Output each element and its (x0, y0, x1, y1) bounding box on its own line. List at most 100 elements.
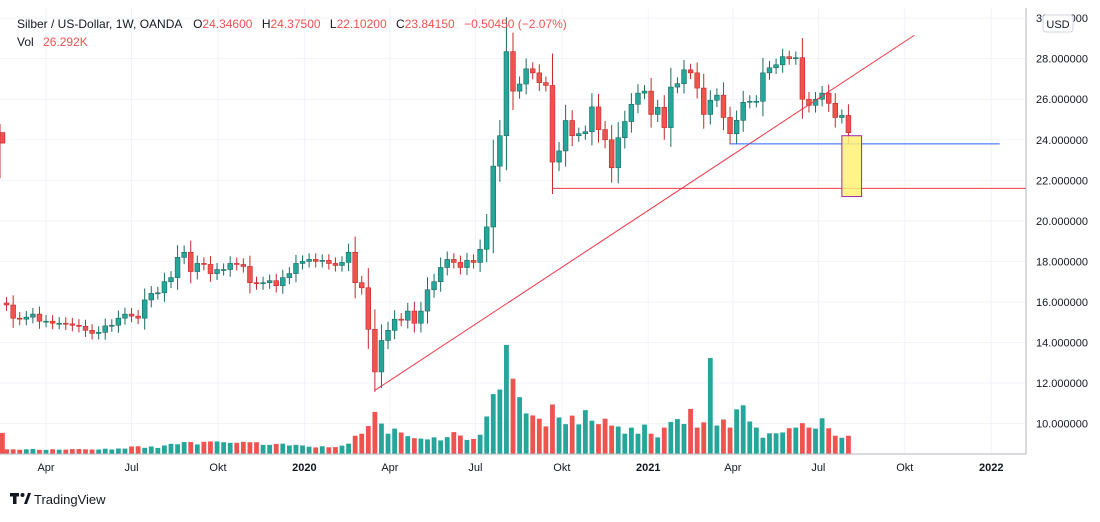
candle-body (589, 106, 595, 132)
candle-body (747, 100, 753, 103)
candle-body (30, 313, 36, 318)
price-axis-label: 24.000000 (1036, 135, 1088, 147)
candle-body (253, 282, 260, 285)
candle-body (766, 67, 773, 74)
time-axis-label: Apr (37, 462, 54, 474)
volume-bar (89, 449, 95, 454)
volume-bar (799, 423, 805, 454)
time-axis[interactable]: Apr Jul Okt 2020 Apr Jul Okt 2021 Apr Jul Okt 2022 (37, 462, 1003, 474)
volume-bar (405, 436, 411, 454)
candle-body (49, 320, 56, 324)
tradingview-logo-icon (10, 493, 31, 504)
volume-bar (780, 432, 786, 454)
volume-bar (740, 405, 746, 454)
candle-body (825, 92, 832, 104)
time-axis-label: Apr (724, 462, 741, 474)
volume-bar (148, 446, 154, 454)
volume-bar (497, 389, 503, 454)
candle-body (503, 51, 510, 137)
trendline (374, 34, 915, 391)
candle-body (201, 263, 207, 265)
candles (0, 17, 852, 392)
volume-bar (648, 433, 654, 454)
volume-bar (806, 427, 812, 454)
time-axis-label: Okt (209, 462, 226, 474)
candle-body (687, 69, 694, 74)
candle-body (345, 251, 352, 263)
volume-bar (425, 439, 430, 454)
highlight-box (841, 135, 863, 198)
drawings[interactable] (0, 34, 1026, 391)
grid-lines (0, 8, 1026, 454)
candle-body (326, 260, 332, 264)
volume-bar (17, 449, 23, 454)
volume-bar (247, 442, 253, 454)
volume-bar (333, 447, 338, 454)
candle-body (760, 72, 766, 102)
volume-bar (260, 444, 266, 454)
volume-bar (694, 427, 700, 454)
time-axis-label: Jul (468, 462, 482, 474)
candle-body (437, 267, 444, 282)
time-axis-label: Jul (811, 462, 825, 474)
candle-body (378, 340, 385, 373)
volume-bar (56, 449, 62, 454)
volume-bar (129, 446, 134, 454)
candle-body (622, 121, 628, 139)
volume-bar (813, 428, 818, 454)
open-label: O (193, 17, 202, 31)
volume-bar (326, 447, 332, 454)
change-value: −0.50450 (−2.07%) (464, 17, 567, 31)
price-axis[interactable]: 30.00000028.00000026.00000024.00000022.0… (1036, 13, 1088, 430)
candle-body (641, 90, 648, 94)
volume-bar (550, 404, 555, 454)
candle-body (293, 263, 299, 274)
volume-bar (359, 433, 365, 454)
volume-bar (175, 444, 180, 454)
candle-body (135, 315, 141, 319)
candle-body (727, 117, 733, 134)
candle-body (82, 325, 89, 331)
currency-badge[interactable]: USD (1042, 14, 1074, 33)
candle-body (220, 269, 227, 271)
candle-body (569, 120, 575, 137)
volume-bar (701, 422, 707, 454)
volume-bar (234, 442, 240, 454)
time-axis-label: Jul (125, 462, 139, 474)
volume-bar (832, 435, 838, 454)
candle-body (839, 115, 845, 118)
volume-bar (313, 447, 319, 454)
candle-body (549, 85, 556, 163)
candle-body (299, 261, 306, 264)
volume-bar (490, 394, 496, 454)
volume-bar (346, 443, 351, 454)
candle-body (536, 72, 543, 83)
volume-bar (201, 441, 207, 454)
candle-body (477, 248, 483, 263)
candle-body (530, 68, 536, 74)
candle-body (365, 287, 372, 330)
candle-body (595, 106, 602, 130)
volume-bar (221, 442, 227, 454)
volume-bars (0, 344, 851, 454)
candle-body (753, 100, 760, 103)
volume-bar (793, 427, 799, 454)
tradingview-logo[interactable]: TradingView (10, 492, 106, 507)
volume-bar (635, 433, 641, 454)
volume-bar (96, 449, 102, 454)
candle-body (312, 259, 319, 262)
volume-bar (109, 449, 115, 454)
volume-label: Vol (17, 35, 34, 49)
volume-bar (267, 444, 273, 454)
candle-body (23, 316, 30, 320)
volume-bar (727, 427, 733, 454)
volume-bar (385, 433, 391, 454)
candle-body (464, 260, 470, 268)
volume-bar (115, 448, 121, 454)
candle-body (155, 292, 161, 295)
volume-bar (589, 420, 595, 454)
volume-bar (300, 445, 305, 454)
